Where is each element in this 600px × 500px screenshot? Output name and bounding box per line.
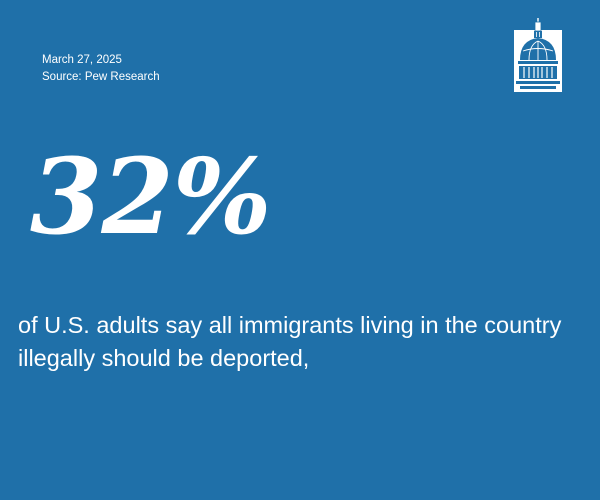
source-line: Source: Pew Research — [42, 71, 160, 83]
meta-block: March 27, 2025 Source: Pew Research — [42, 52, 160, 86]
publish-date: March 27, 2025 — [42, 54, 122, 66]
capitol-dome-icon — [514, 18, 562, 92]
statistic-caption: of U.S. adults say all immigrants living… — [18, 312, 562, 371]
headline-statistic: 32% — [30, 135, 272, 258]
